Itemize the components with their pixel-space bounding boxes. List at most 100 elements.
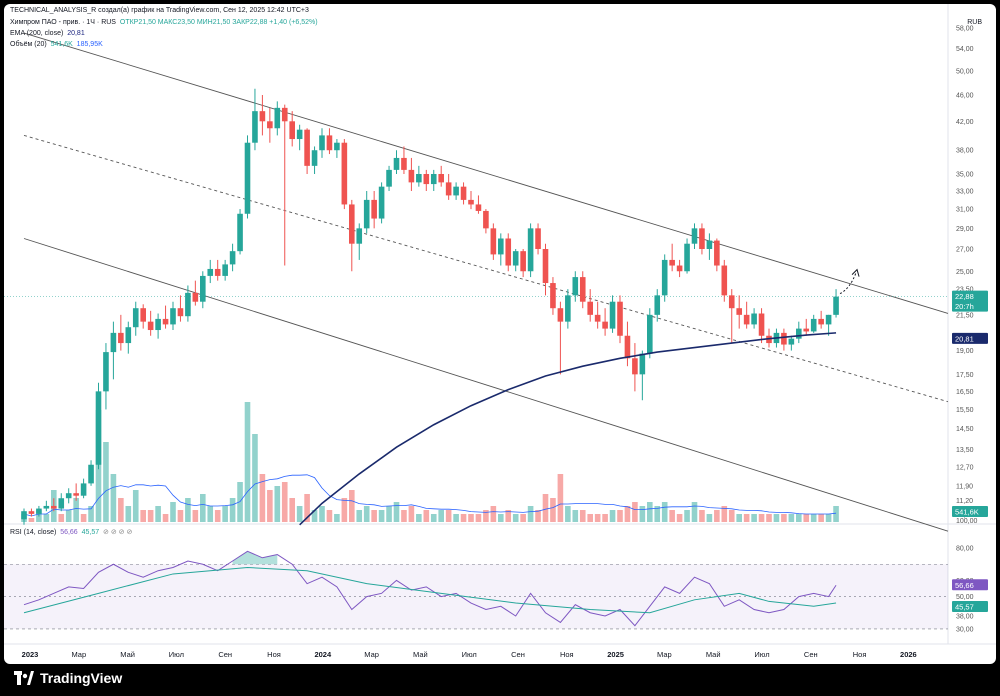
rsi-ma-line <box>23 566 837 614</box>
ema-line <box>299 332 837 526</box>
volume-bar <box>80 514 87 522</box>
time-axis-label: Май <box>413 650 428 659</box>
candle-body <box>73 493 79 496</box>
candle-body <box>743 314 750 325</box>
candle-body <box>810 318 817 332</box>
candle-body <box>565 295 571 322</box>
volume-bar <box>252 434 258 522</box>
symbol-line[interactable]: Химпром ПАО - прив. · 1Ч · RUS ОТКР21,50… <box>10 19 318 26</box>
candle-body <box>684 243 690 272</box>
candle-body <box>460 186 467 200</box>
candle-body <box>669 259 675 266</box>
candle-body <box>192 292 199 302</box>
time-axis-label: Май <box>120 650 135 659</box>
price-tick-label: 35,00 <box>956 171 974 178</box>
rsi-tick-label: 38,00 <box>956 613 974 620</box>
price-tick-label: 14,50 <box>956 426 974 433</box>
candle-body <box>706 240 713 250</box>
volume-bar <box>296 506 303 522</box>
volume-bar <box>118 498 124 522</box>
candle-body <box>654 295 661 315</box>
candle-body <box>259 111 266 122</box>
candle-body <box>728 295 735 309</box>
candle-body <box>512 251 519 266</box>
symbol-name[interactable]: Химпром ПАО - прив. · 1Ч · RUS <box>10 19 116 26</box>
volume-bar <box>125 506 132 522</box>
candle-body <box>140 308 146 322</box>
volume-ma-line <box>23 474 837 517</box>
volume-bar <box>766 514 772 522</box>
volume-bar <box>430 514 437 522</box>
volume-bar <box>319 506 325 522</box>
rsi-tag: 56,66 <box>955 581 974 590</box>
candle-body <box>468 199 474 205</box>
ema-legend[interactable]: EMA (200, close) 20,81 <box>10 30 85 37</box>
candle-body <box>341 142 348 205</box>
volume-bar <box>728 510 735 522</box>
candle-body <box>498 238 504 255</box>
candle-body <box>796 328 802 339</box>
volume-bar <box>356 510 363 522</box>
candle-body <box>751 313 757 325</box>
volume-bar <box>602 514 608 522</box>
candle-body <box>639 353 646 375</box>
ema-price-tag-bg <box>952 332 988 344</box>
candle-body <box>624 335 631 359</box>
candle-body <box>371 199 377 219</box>
price-tick-label: 33,00 <box>956 189 974 196</box>
time-axis-label: Ноя <box>267 650 281 659</box>
volume-bar <box>468 514 474 522</box>
price-tick-label: 16,50 <box>956 389 974 396</box>
candle-body <box>244 142 251 214</box>
price-tick-label: 54,00 <box>956 46 974 53</box>
rsi-legend[interactable]: RSI (14, close) 56,66 45,57 ⊘ ⊘ ⊘ ⊘ <box>10 529 133 536</box>
candle-body <box>579 277 586 302</box>
candle-body <box>401 157 407 170</box>
volume-bar <box>341 498 348 522</box>
volume-bar <box>475 514 482 522</box>
candle-body <box>162 318 169 325</box>
volume-bar <box>43 514 50 522</box>
candle-body <box>490 228 497 255</box>
volume-tag-bg <box>952 506 988 517</box>
candle-body <box>21 511 27 520</box>
candle-body <box>334 142 340 151</box>
volume-bar <box>676 514 683 522</box>
volume-bar <box>579 510 586 522</box>
tradingview-brand: TradingView <box>14 670 122 686</box>
candle-body <box>617 301 623 336</box>
candle-body <box>758 313 765 336</box>
candle-body <box>281 107 288 122</box>
candle-body <box>736 308 742 315</box>
time-axis-label: Июл <box>462 650 477 659</box>
time-axis-label: 2026 <box>900 650 917 659</box>
volume-legend[interactable]: Объём (20) 541,6K 185,95K <box>10 41 103 48</box>
volume-bar <box>617 510 623 522</box>
candle-body <box>252 111 258 143</box>
time-axis-label: Июл <box>169 650 184 659</box>
candle-body <box>229 251 236 265</box>
candle-body <box>80 483 87 496</box>
rsi-settings-icons[interactable]: ⊘ ⊘ ⊘ ⊘ <box>103 529 133 536</box>
candle-body <box>803 328 810 332</box>
volume-bar <box>349 490 355 522</box>
volume-bar <box>773 514 780 522</box>
volume-bar <box>803 514 810 522</box>
volume-bar <box>378 510 385 522</box>
volume-bar <box>781 514 787 522</box>
volume-bar <box>110 474 117 522</box>
rsi-ma-tag: 45,57 <box>955 603 974 612</box>
volume-bar <box>289 498 295 522</box>
candle-body <box>505 238 512 266</box>
candle-body <box>274 107 281 129</box>
rsi-tick-label: 80,00 <box>956 546 974 553</box>
candle-body <box>118 332 124 344</box>
price-tick-label: 23,50 <box>956 287 974 294</box>
channel-lower-line <box>23 238 949 532</box>
price-tick-label: 29,00 <box>956 226 974 233</box>
candle-body <box>237 213 243 252</box>
volume-bar <box>371 510 377 522</box>
volume-bar <box>833 506 839 522</box>
candle-body <box>185 292 191 317</box>
